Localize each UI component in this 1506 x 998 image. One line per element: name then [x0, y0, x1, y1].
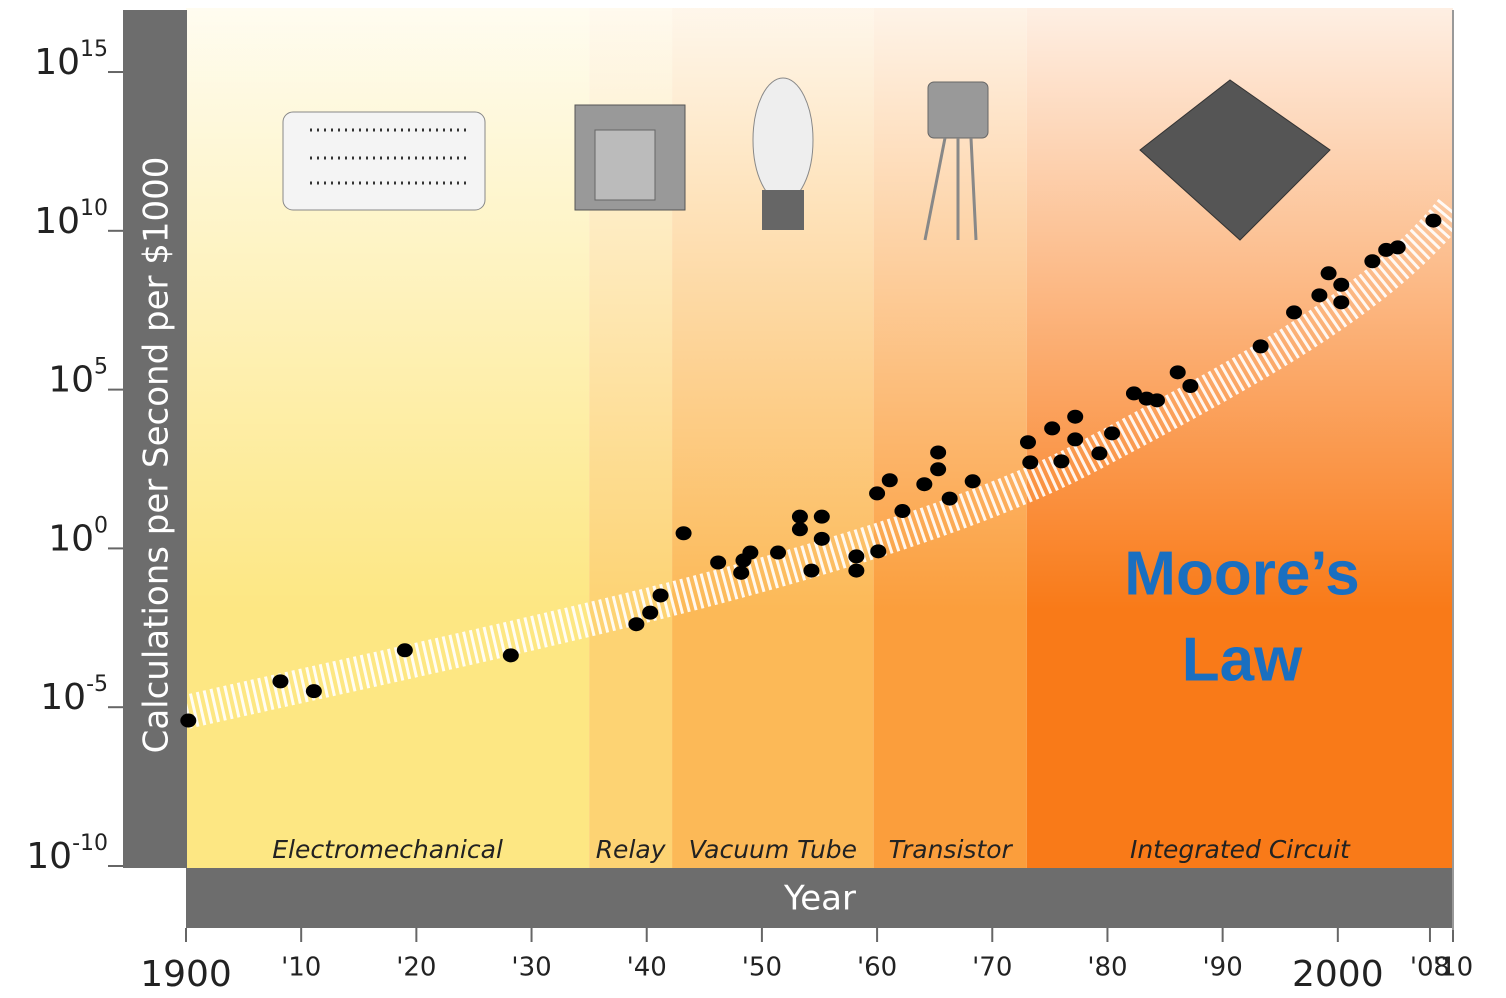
data-point	[652, 588, 669, 603]
data-point	[869, 486, 886, 501]
data-point	[1286, 305, 1303, 320]
y-tick-label: 1015	[34, 37, 108, 83]
data-point	[881, 473, 898, 488]
y-tick-label: 1010	[34, 196, 108, 242]
icons	[282, 77, 1331, 241]
y-tick-label: 105	[48, 355, 108, 401]
x-tick-label: '70	[972, 953, 1012, 983]
y-axis-bar	[123, 10, 187, 868]
x-tick-label: '90	[1203, 953, 1243, 983]
y-tick-base: 10	[26, 836, 72, 877]
data-point	[848, 549, 865, 564]
data-point	[1169, 365, 1186, 380]
data-point	[803, 563, 820, 578]
data-point	[813, 531, 830, 546]
y-tick-label: 10-10	[26, 831, 108, 877]
data-point	[1125, 386, 1142, 401]
x-tick-label: 1900	[140, 954, 232, 995]
y-axis-title: Calculations per Second per $1000	[137, 157, 177, 754]
data-point	[1091, 446, 1108, 461]
y-tick-power: 0	[94, 513, 108, 538]
data-point	[1044, 421, 1061, 436]
y-tick-base: 10	[48, 518, 94, 559]
y-tick-power: -10	[72, 831, 108, 856]
y-tick-base: 10	[34, 42, 80, 83]
data-point	[930, 445, 947, 460]
x-tick-label: '10	[1433, 953, 1473, 983]
tube-base	[762, 190, 804, 230]
x-tick-label: 2000	[1292, 954, 1384, 995]
transistor-legs	[923, 137, 978, 241]
data-point	[930, 462, 947, 477]
data-point	[770, 545, 787, 560]
data-point	[1425, 213, 1442, 228]
data-point	[1067, 432, 1084, 447]
x-tick-label: '50	[742, 953, 782, 983]
x-axis-title: Year	[783, 879, 856, 919]
data-point	[791, 509, 808, 524]
points	[180, 213, 1442, 728]
annotation: Moore’s	[1124, 539, 1359, 608]
data-point	[1320, 266, 1337, 281]
data-point	[675, 526, 692, 541]
data-point	[894, 504, 911, 519]
chip-icon	[1139, 79, 1331, 241]
data-point	[742, 545, 759, 560]
y-tick-base: 10	[40, 677, 86, 718]
data-point	[1333, 295, 1350, 310]
annotation: Law	[1182, 625, 1303, 694]
y-tick-power: 10	[80, 196, 108, 221]
data-point	[305, 684, 322, 699]
x-tick-label: '08	[1410, 953, 1450, 983]
data-point	[628, 617, 645, 632]
data-point	[1311, 288, 1328, 303]
data-point	[791, 522, 808, 537]
x-tick-label: '30	[511, 953, 551, 983]
data-point	[710, 555, 727, 570]
y-tick-base: 10	[48, 360, 94, 401]
x-axis-bar	[186, 868, 1453, 928]
data-point	[1022, 455, 1039, 470]
x-tick-label: '40	[627, 953, 667, 983]
y-tick-label: 100	[48, 513, 108, 559]
data-point	[870, 544, 887, 559]
punch-holes	[310, 128, 470, 185]
x-tick-label: '60	[857, 953, 897, 983]
data-point	[813, 509, 830, 524]
data-point	[1333, 277, 1350, 292]
data-point	[180, 713, 197, 728]
y-tick-power: -5	[86, 672, 108, 697]
data-point	[396, 643, 413, 658]
x-tick-label: '80	[1087, 953, 1127, 983]
x-tick-label: '10	[281, 953, 321, 983]
data-point	[848, 563, 865, 578]
y-tick-base: 10	[34, 201, 80, 242]
data-point	[642, 605, 659, 620]
data-point	[1364, 254, 1381, 269]
transistor-icon	[927, 81, 989, 139]
data-point	[1389, 240, 1406, 255]
data-point	[1019, 435, 1036, 450]
tube-icon	[752, 77, 814, 203]
data-point	[964, 474, 981, 489]
data-point	[1252, 339, 1269, 354]
relay-coil	[594, 129, 656, 201]
data-point	[1148, 393, 1165, 408]
y-tick-label: 10-5	[40, 672, 108, 718]
data-point	[941, 491, 958, 506]
data-point	[1182, 378, 1199, 393]
data-point	[1067, 409, 1084, 424]
data-point	[733, 565, 750, 580]
data-point	[502, 648, 519, 663]
y-tick-power: 5	[94, 355, 108, 380]
data-point	[1104, 426, 1121, 441]
x-tick-label: '20	[396, 953, 436, 983]
y-tick-power: 15	[80, 37, 108, 62]
punch-card-icon	[282, 111, 486, 211]
data-point	[1053, 454, 1070, 469]
data-point	[916, 477, 933, 492]
data-point	[272, 674, 289, 689]
